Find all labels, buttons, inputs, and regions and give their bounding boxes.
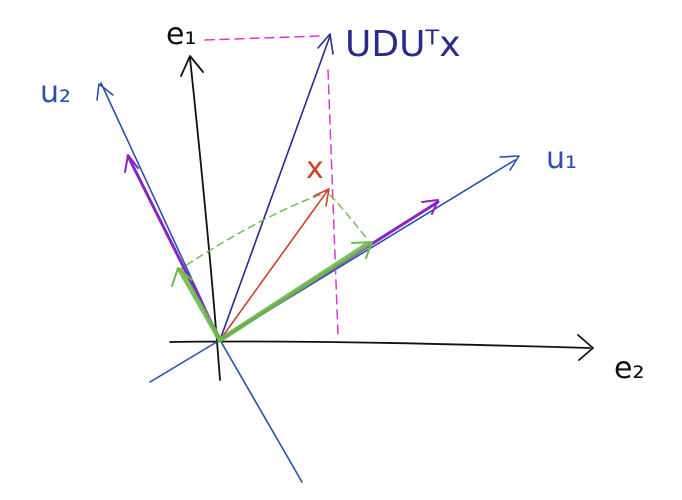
projection-guide-u1 [329, 194, 369, 241]
projection-u2-arrowhead [171, 267, 193, 287]
u1-axis-arrowhead [499, 155, 520, 171]
guide-horizontal [204, 35, 321, 41]
e1-axis-arrowhead [180, 55, 204, 77]
label-transform: UDUᵀx [345, 24, 461, 65]
label-e1: e₁ [166, 17, 196, 52]
label-e2: e₂ [614, 351, 644, 386]
u2-axis [100, 82, 303, 483]
scaled-u2-arrowhead [124, 154, 139, 173]
x-vector-arrowhead [313, 188, 330, 207]
transformed-vector-arrowhead [317, 33, 334, 55]
e2-axis [169, 340, 591, 349]
u2-axis-arrowhead [96, 83, 114, 101]
projection-u1 [217, 241, 371, 343]
transformed-vector [219, 35, 331, 341]
scaled-u1-arrowhead [421, 199, 439, 215]
e2-axis-arrowhead [577, 334, 594, 361]
projection-u2 [177, 267, 223, 343]
x-vector [219, 189, 329, 341]
label-u1: u₁ [546, 141, 577, 176]
projection-guide-u2 [181, 194, 321, 269]
label-x: x [306, 151, 324, 186]
guide-vertical [327, 69, 339, 336]
projection-u1-arrowhead [351, 241, 373, 259]
e1-axis [189, 57, 221, 381]
label-u2: u₂ [40, 75, 71, 110]
